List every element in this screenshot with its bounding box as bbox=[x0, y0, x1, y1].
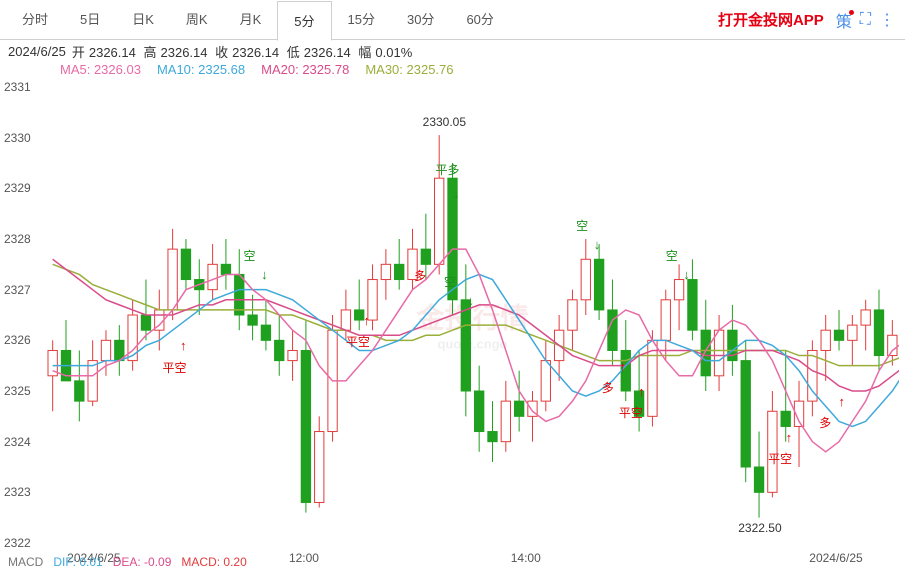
macd-row: MACD DIF: 0.01 DEA: -0.09 MACD: 0.20 bbox=[8, 555, 247, 569]
tab-5分[interactable]: 5分 bbox=[277, 1, 331, 41]
indicator-item: MACD: 0.20 bbox=[181, 555, 246, 569]
indicator-item: DEA: -0.09 bbox=[113, 555, 172, 569]
plot-area: 金投行情 quote.cngo 2330.05平多空平空多空平空空多平空空平空多… bbox=[46, 87, 899, 543]
y-tick: 2322 bbox=[4, 536, 31, 550]
ma-item: MA5: 2326.03 bbox=[60, 62, 141, 77]
ohlc-row: 2024/6/25 开2326.14 高2326.14 收2326.14 低23… bbox=[0, 40, 905, 62]
y-tick: 2323 bbox=[4, 485, 31, 499]
ma-item: MA30: 2325.76 bbox=[365, 62, 453, 77]
signal-arrow-icon: ↓ bbox=[594, 238, 601, 251]
y-tick: 2328 bbox=[4, 232, 31, 246]
y-tick: 2330 bbox=[4, 131, 31, 145]
chart-annotation: 2322.50 bbox=[738, 521, 781, 535]
chart-annotation: 2330.05 bbox=[423, 115, 466, 129]
x-tick: 2024/6/25 bbox=[809, 551, 862, 565]
ma-legend: MA5: 2326.03 MA10: 2325.68 MA20: 2325.78 MA… bbox=[0, 62, 905, 79]
chart-annotation: 空 bbox=[576, 217, 588, 234]
signal-arrow-icon: ↓ bbox=[468, 294, 475, 307]
chart-annotation: 空 bbox=[244, 247, 256, 264]
signal-arrow-icon: ↑ bbox=[638, 385, 645, 398]
tab-30分[interactable]: 30分 bbox=[391, 0, 450, 40]
signal-arrow-icon: ↓ bbox=[453, 187, 460, 200]
chart-annotation: 空 bbox=[444, 273, 456, 290]
chart-annotation: 平空 bbox=[768, 450, 792, 467]
y-tick: 2324 bbox=[4, 435, 31, 449]
tab-15分[interactable]: 15分 bbox=[332, 0, 391, 40]
tab-60分[interactable]: 60分 bbox=[450, 0, 509, 40]
tab-分时[interactable]: 分时 bbox=[6, 0, 64, 40]
signal-arrow-icon: ↑ bbox=[839, 395, 846, 408]
y-tick: 2326 bbox=[4, 333, 31, 347]
y-tick: 2329 bbox=[4, 181, 31, 195]
chart-annotation: 多 bbox=[819, 414, 831, 431]
chart-annotation: 多 bbox=[414, 267, 426, 284]
signal-arrow-icon: ↑ bbox=[786, 431, 793, 444]
ohlc-date: 2024/6/25 bbox=[8, 44, 66, 59]
y-tick: 2331 bbox=[4, 80, 31, 94]
timeframe-tabs: 分时5日日K周K月K5分15分30分60分 打开金投网APP策⛶⋮ bbox=[0, 0, 905, 40]
x-tick: 14:00 bbox=[511, 551, 541, 565]
chart-annotation: 平多 bbox=[435, 161, 459, 178]
y-axis: 2322232323242325232623272328232923302331 bbox=[4, 79, 44, 543]
tab-月K[interactable]: 月K bbox=[224, 0, 278, 40]
signal-arrow-icon: ↑ bbox=[180, 339, 187, 352]
chart-annotation: 平空 bbox=[346, 333, 370, 350]
open-app-link[interactable]: 打开金投网APP bbox=[710, 9, 832, 30]
tab-5日[interactable]: 5日 bbox=[64, 0, 116, 40]
signal-arrow-icon: ↓ bbox=[261, 268, 268, 281]
fullscreen-icon[interactable]: ⛶ bbox=[856, 7, 875, 33]
y-tick: 2325 bbox=[4, 384, 31, 398]
more-icon[interactable]: ⋮ bbox=[875, 6, 899, 34]
y-tick: 2327 bbox=[4, 283, 31, 297]
ma-item: MA10: 2325.68 bbox=[157, 62, 245, 77]
x-tick: 12:00 bbox=[289, 551, 319, 565]
indicator-item: MACD bbox=[8, 555, 43, 569]
chart-annotation: 空 bbox=[666, 247, 678, 264]
signal-arrow-icon: ↓ bbox=[683, 268, 690, 281]
signal-arrow-icon: ↑ bbox=[619, 360, 626, 373]
signal-arrow-icon: ↑ bbox=[363, 314, 370, 327]
chart-annotation: 平空 bbox=[162, 359, 186, 376]
tab-日K[interactable]: 日K bbox=[116, 0, 170, 40]
indicator-item: DIF: 0.01 bbox=[53, 555, 102, 569]
tab-周K[interactable]: 周K bbox=[170, 0, 224, 40]
ma-item: MA20: 2325.78 bbox=[261, 62, 349, 77]
candlestick-chart[interactable]: 2322 2323 2324 2325 2326 2327 2328 2329 2330 2331… bbox=[0, 79, 905, 569]
chart-annotation: 多 bbox=[602, 379, 614, 396]
chart-annotation: 平空 bbox=[619, 404, 643, 421]
strategy-btn[interactable]: 策 bbox=[832, 4, 856, 36]
